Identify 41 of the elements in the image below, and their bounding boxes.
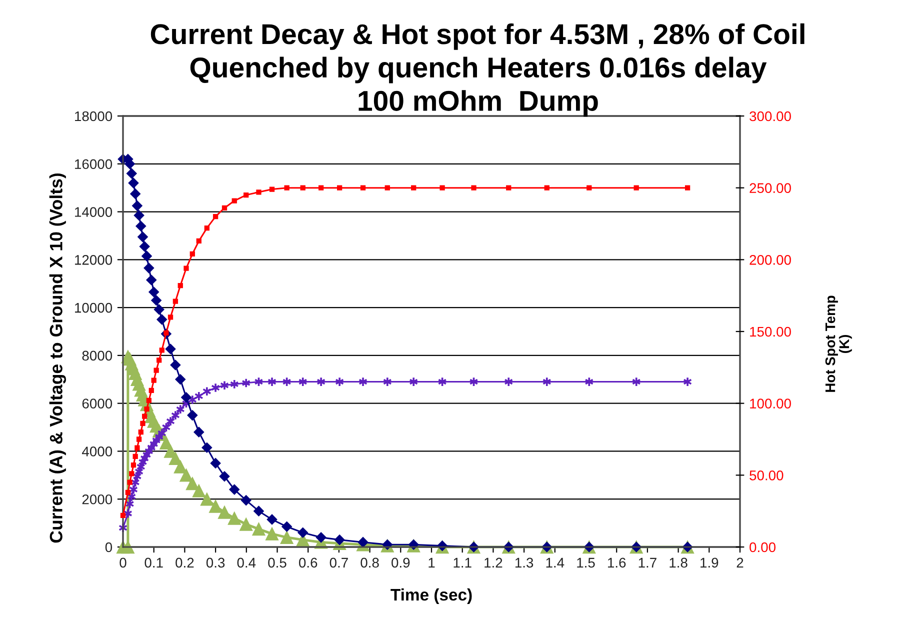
x-tick-label: 1.8 <box>670 558 688 568</box>
x-tick-label: 1.7 <box>638 558 656 568</box>
y-tick-label: 2000 <box>82 494 112 504</box>
x-tick-label: 2 <box>736 558 744 568</box>
x-tick-label: 1 <box>428 558 435 568</box>
x-tick-label: 0.4 <box>237 558 256 568</box>
x-tick-label: 1.9 <box>700 558 718 568</box>
x-tick-label: 0.3 <box>206 558 225 568</box>
y2-tick-label: 250.00 <box>750 183 791 194</box>
y-tick-label: 6000 <box>82 398 112 409</box>
x-tick-label: 0 <box>120 558 126 568</box>
x-tick-label: 0.6 <box>298 558 318 568</box>
x-tick-label: 0.8 <box>360 558 379 568</box>
x-tick-label: 1.1 <box>454 558 472 568</box>
y-tick-label: 18000 <box>75 111 112 122</box>
y2-tick-label: 200.00 <box>750 255 791 265</box>
y2-tick-label: 300.00 <box>750 111 791 122</box>
x-tick-label: 0.9 <box>392 558 410 568</box>
y-tick-label: 14000 <box>75 207 112 217</box>
y2-tick-label: 0.00 <box>750 542 776 552</box>
x-axis-title: Time (sec) <box>390 588 472 604</box>
y2-tick-label: 50.00 <box>750 470 784 480</box>
y-axis-title: Current (A) & Voltage to Ground X 10 (Volts) <box>49 174 66 543</box>
x-tick-label: 0.2 <box>176 558 194 568</box>
y2-tick-label: 150.00 <box>750 326 791 337</box>
x-tick-label: 1.3 <box>515 558 534 568</box>
x-tick-label: 0.7 <box>330 558 348 568</box>
y-tick-label: 12000 <box>75 255 112 265</box>
y-tick-label: 16000 <box>75 159 112 170</box>
x-tick-label: 1.2 <box>484 558 502 568</box>
y-tick-label: 10000 <box>75 302 112 313</box>
y2-axis-title: Hot Spot Temp (K) <box>825 296 852 392</box>
y-tick-label: 4000 <box>82 446 112 456</box>
y2-tick-label: 100.00 <box>750 398 791 409</box>
x-tick-label: 0.1 <box>144 558 163 568</box>
y-tick-label: 8000 <box>82 350 112 361</box>
y-tick-label: 0 <box>105 542 112 552</box>
x-tick-label: 1.4 <box>546 558 564 568</box>
x-tick-label: 1.6 <box>608 558 626 568</box>
x-tick-label: 0.5 <box>268 558 286 568</box>
x-tick-label: 1.5 <box>577 558 595 568</box>
